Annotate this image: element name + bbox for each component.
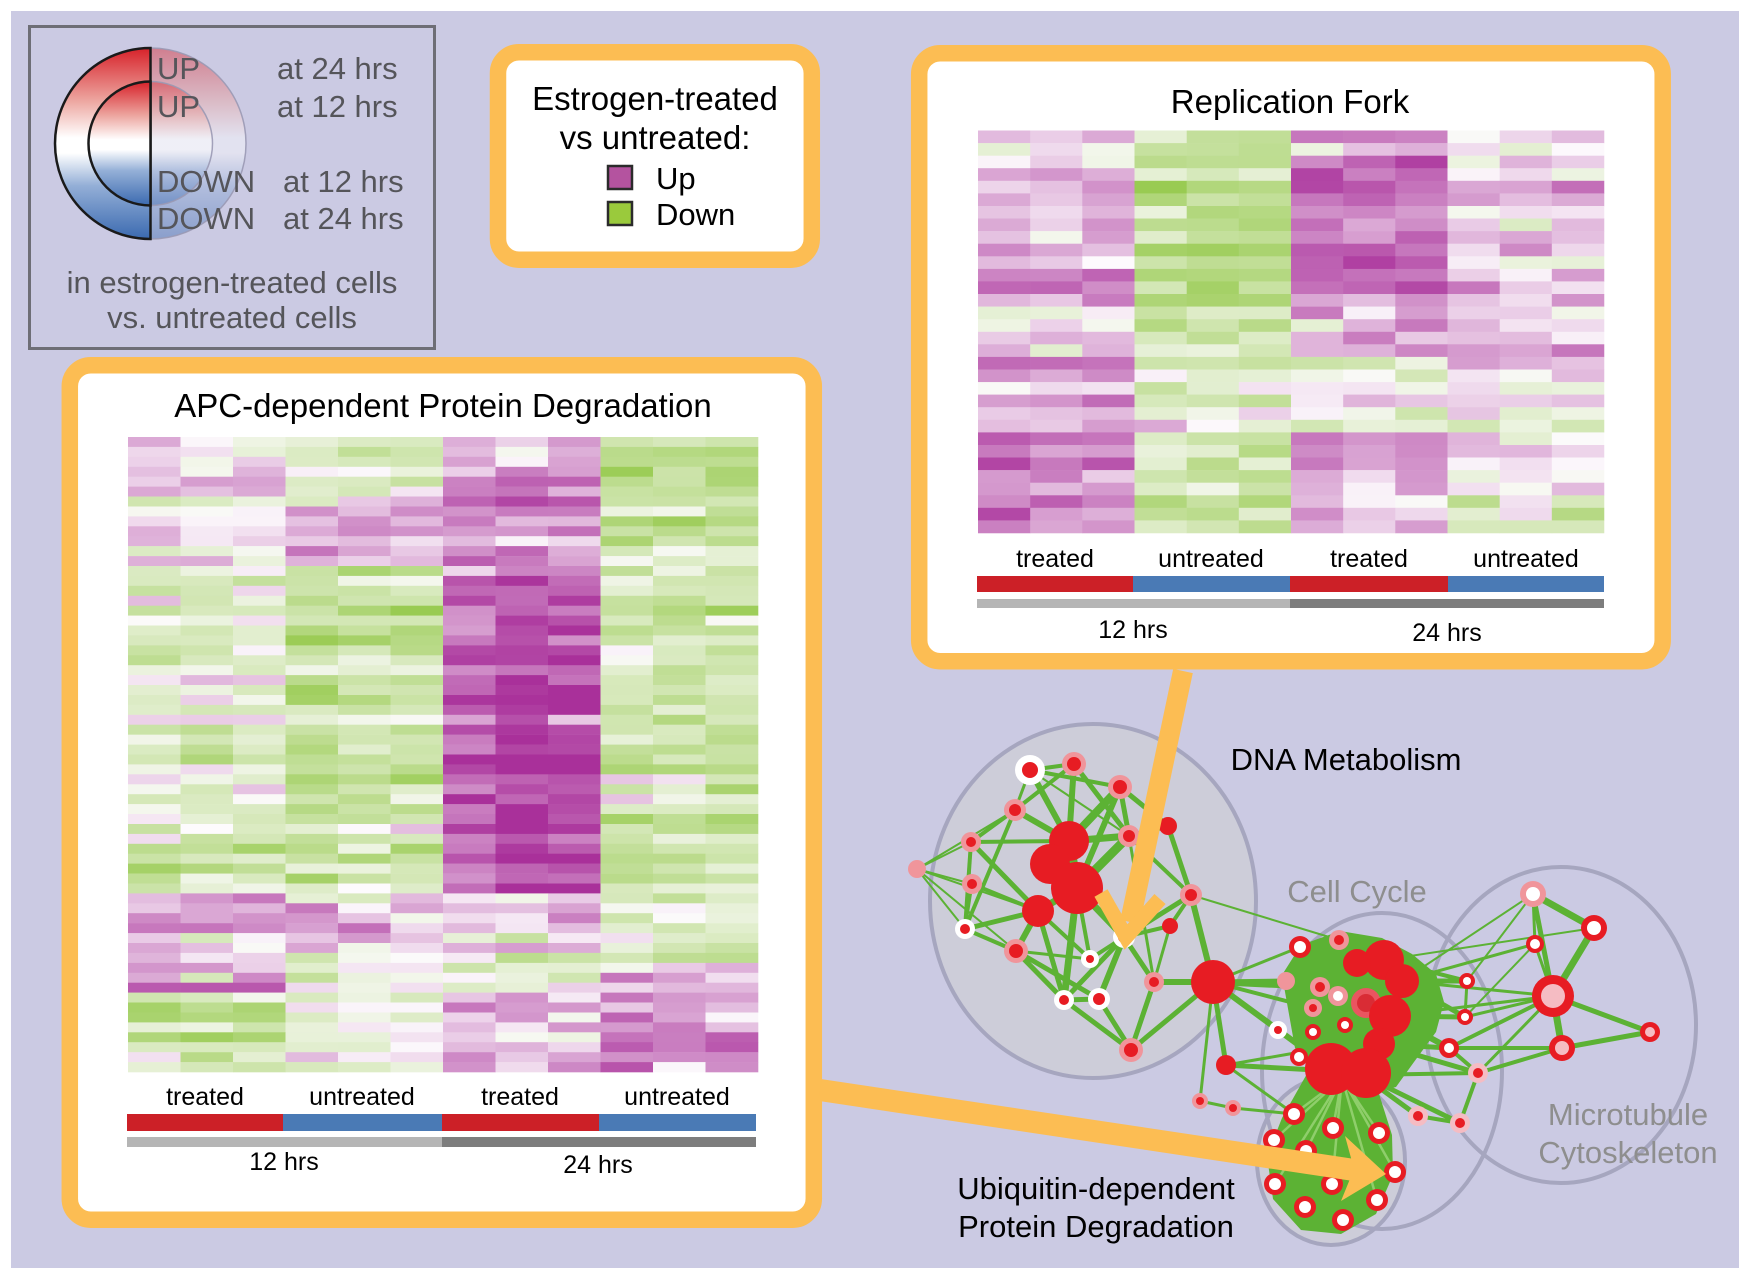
svg-text:12 hrs: 12 hrs [1098, 616, 1167, 644]
svg-text:Protein Degradation: Protein Degradation [958, 1209, 1234, 1244]
svg-text:at 24 hrs: at 24 hrs [277, 51, 398, 86]
svg-text:Cell Cycle: Cell Cycle [1287, 874, 1427, 909]
svg-text:DOWN: DOWN [157, 164, 255, 199]
svg-text:untreated: untreated [1473, 545, 1579, 573]
svg-text:treated: treated [166, 1083, 244, 1111]
svg-text:untreated: untreated [624, 1083, 730, 1111]
svg-text:treated: treated [1016, 545, 1094, 573]
svg-text:untreated: untreated [1158, 545, 1264, 573]
svg-text:UP: UP [157, 51, 200, 86]
svg-text:Replication Fork: Replication Fork [1171, 83, 1410, 120]
svg-text:untreated: untreated [309, 1083, 415, 1111]
svg-text:Up: Up [656, 161, 696, 196]
svg-text:treated: treated [1330, 545, 1408, 573]
svg-text:Estrogen-treated: Estrogen-treated [532, 80, 778, 117]
svg-text:Down: Down [656, 197, 735, 232]
svg-text:treated: treated [481, 1083, 559, 1111]
svg-text:at 12 hrs: at 12 hrs [277, 89, 398, 124]
svg-text:at 12 hrs: at 12 hrs [283, 164, 404, 199]
svg-text:Ubiquitin-dependent: Ubiquitin-dependent [957, 1171, 1235, 1206]
svg-text:vs. untreated cells: vs. untreated cells [107, 300, 357, 335]
svg-text:APC-dependent Protein Degradat: APC-dependent Protein Degradation [174, 387, 712, 424]
svg-text:vs untreated:: vs untreated: [560, 119, 751, 156]
svg-text:UP: UP [157, 89, 200, 124]
svg-text:24 hrs: 24 hrs [563, 1151, 632, 1179]
svg-text:in estrogen-treated cells: in estrogen-treated cells [67, 265, 398, 300]
svg-text:at 24 hrs: at 24 hrs [283, 201, 404, 236]
svg-text:Cytoskeleton: Cytoskeleton [1538, 1135, 1717, 1170]
svg-text:12 hrs: 12 hrs [249, 1148, 318, 1176]
svg-text:24 hrs: 24 hrs [1412, 619, 1481, 647]
svg-text:Microtubule: Microtubule [1548, 1097, 1708, 1132]
svg-text:DNA Metabolism: DNA Metabolism [1231, 742, 1462, 777]
svg-text:DOWN: DOWN [157, 201, 255, 236]
